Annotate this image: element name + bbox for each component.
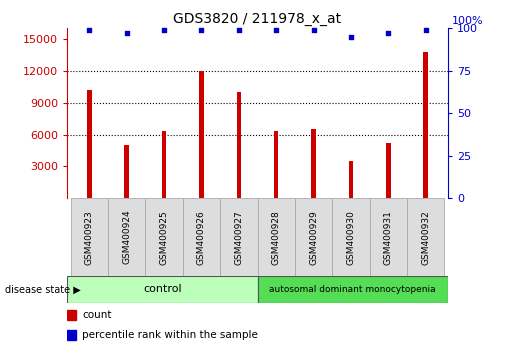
Text: count: count [82,310,112,320]
Text: GSM400925: GSM400925 [160,210,168,264]
Bar [199,71,204,198]
Point [235,27,243,33]
Point [272,27,280,33]
Bar [162,131,166,198]
Text: GSM400928: GSM400928 [272,210,281,264]
Text: GSM400929: GSM400929 [309,210,318,264]
Text: control: control [143,284,182,295]
Point [310,27,318,33]
Bar [87,90,92,198]
Bar [125,145,129,198]
Point [421,27,430,33]
Bar [67,310,76,320]
Text: 100%: 100% [452,16,484,25]
FancyBboxPatch shape [370,198,407,276]
FancyBboxPatch shape [183,198,220,276]
Bar [274,131,279,198]
Text: percentile rank within the sample: percentile rank within the sample [82,330,258,340]
FancyBboxPatch shape [258,198,295,276]
FancyBboxPatch shape [108,198,145,276]
Point [347,34,355,40]
FancyBboxPatch shape [332,198,370,276]
Text: GSM400931: GSM400931 [384,210,393,265]
Bar [236,92,241,198]
Point [123,30,131,36]
FancyBboxPatch shape [67,276,258,303]
Point [197,27,205,33]
FancyBboxPatch shape [71,198,108,276]
FancyBboxPatch shape [407,198,444,276]
FancyBboxPatch shape [220,198,258,276]
Text: GSM400924: GSM400924 [122,210,131,264]
Point [384,30,392,36]
Point [160,27,168,33]
Text: GSM400926: GSM400926 [197,210,206,264]
Text: disease state ▶: disease state ▶ [5,284,81,295]
Point [85,27,94,33]
Text: GSM400927: GSM400927 [234,210,243,264]
Bar [423,52,428,198]
Bar [349,161,353,198]
Text: GSM400932: GSM400932 [421,210,430,264]
Text: autosomal dominant monocytopenia: autosomal dominant monocytopenia [269,285,436,294]
FancyBboxPatch shape [258,276,448,303]
Bar [67,330,76,341]
Text: GSM400930: GSM400930 [347,210,355,265]
Title: GDS3820 / 211978_x_at: GDS3820 / 211978_x_at [174,12,341,26]
FancyBboxPatch shape [145,198,183,276]
Text: GSM400923: GSM400923 [85,210,94,264]
Bar [386,143,390,198]
FancyBboxPatch shape [295,198,332,276]
Bar [311,129,316,198]
